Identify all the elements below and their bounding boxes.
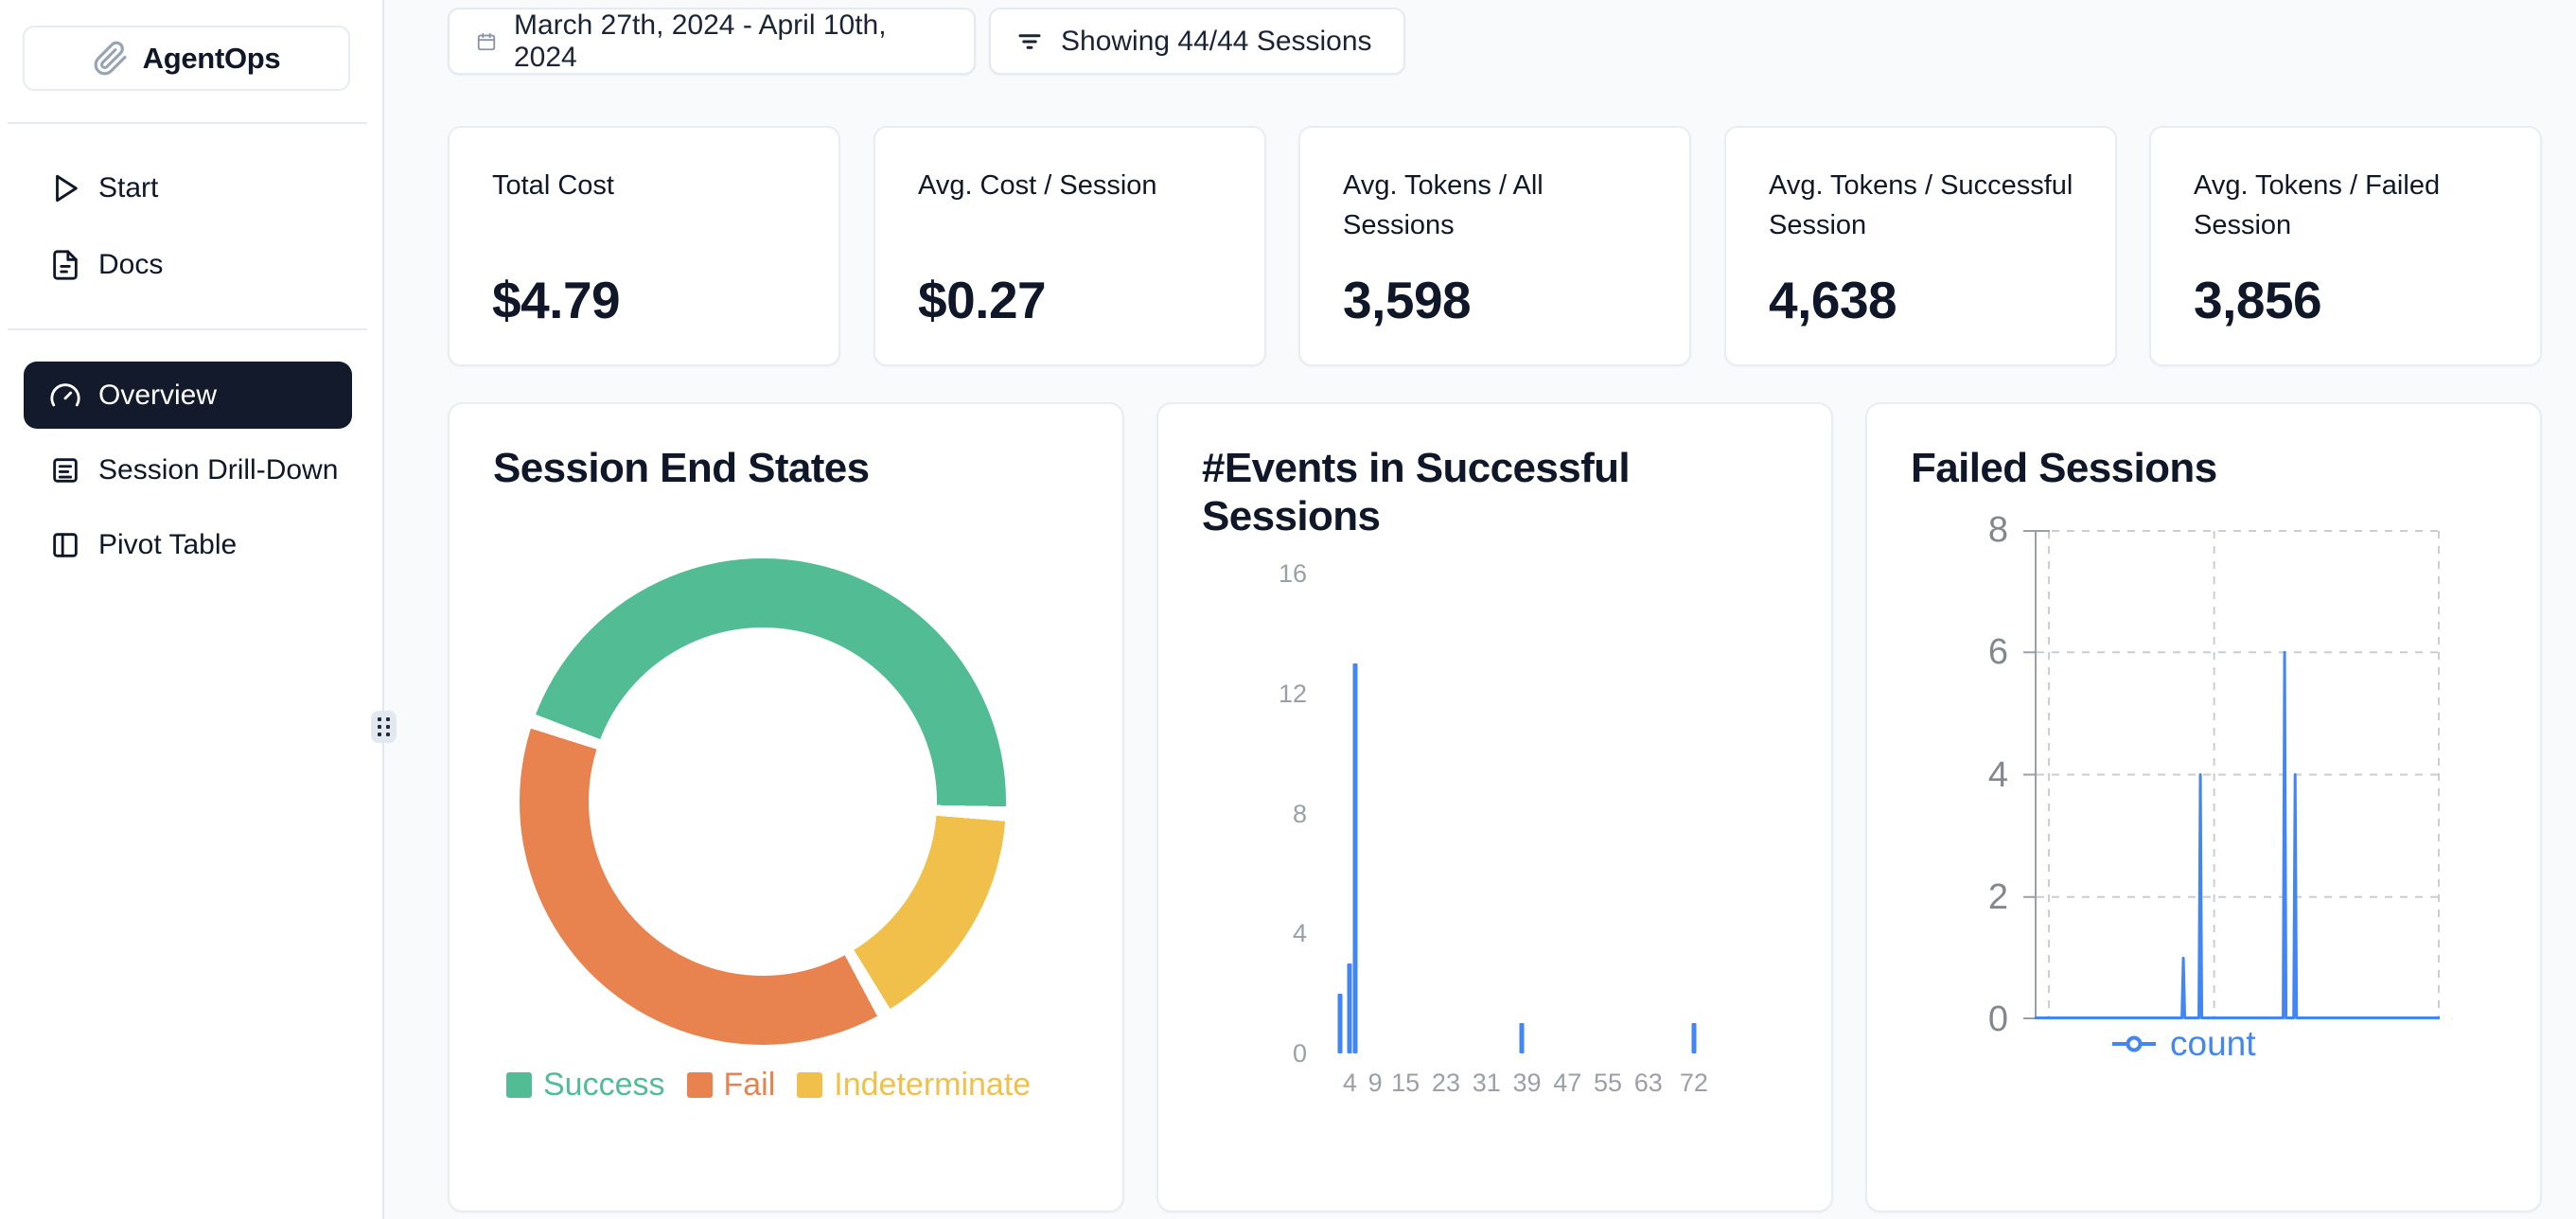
y-axis-tick-label: 2 bbox=[1987, 876, 2008, 917]
sidebar-item-pivot-table[interactable]: Pivot Table bbox=[24, 518, 352, 573]
stat-card-total-cost: Total Cost $4.79 bbox=[448, 126, 840, 366]
failed-sessions-line-plot[interactable]: 0 2 4 6 8 bbox=[1988, 510, 2440, 1039]
sidebar-item-label: Overview bbox=[98, 379, 218, 411]
stat-label: Avg. Tokens / All Sessions bbox=[1343, 170, 1544, 241]
x-axis-tick-label: 63 bbox=[1633, 1069, 1663, 1097]
session-end-states-donut[interactable] bbox=[520, 558, 1006, 1045]
legend-swatch bbox=[797, 1072, 823, 1098]
legend-label: Fail bbox=[723, 1067, 776, 1103]
x-axis-tick-label: 39 bbox=[1512, 1069, 1542, 1097]
x-axis-tick-label: 55 bbox=[1594, 1069, 1623, 1097]
x-axis-tick-label: 31 bbox=[1472, 1069, 1501, 1097]
bar bbox=[1519, 1023, 1525, 1053]
events-bar-plot[interactable]: 0 4 8 12 16 4 9 15 23 31 39 47 55 63 72 bbox=[1279, 559, 1724, 1097]
legend-swatch bbox=[506, 1072, 532, 1098]
sidebar-resize-handle[interactable] bbox=[371, 711, 397, 743]
date-range-picker[interactable]: March 27th, 2024 - April 10th, 2024 bbox=[448, 8, 976, 75]
sidebar-item-label: Start bbox=[98, 172, 159, 203]
chart-title: #Events in Successful Sessions bbox=[1202, 445, 1631, 540]
bar bbox=[1337, 993, 1343, 1053]
legend-label: count bbox=[2170, 1024, 2256, 1063]
stat-card-avg-tokens-all: Avg. Tokens / All Sessions 3,598 bbox=[1298, 126, 1691, 366]
stat-value: $0.27 bbox=[918, 271, 1047, 329]
sidebar: AgentOps Start Docs Overview Session Dri… bbox=[0, 0, 384, 1219]
file-lines-icon bbox=[53, 458, 78, 483]
paperclip-icon bbox=[93, 41, 129, 77]
y-axis-tick-label: 4 bbox=[1292, 919, 1307, 948]
sidebar-item-label: Pivot Table bbox=[98, 529, 238, 560]
stat-value: 4,638 bbox=[1769, 271, 1897, 329]
filter-lines-icon bbox=[1015, 27, 1044, 56]
stat-value: $4.79 bbox=[492, 271, 621, 329]
date-range-label: March 27th, 2024 - April 10th, 2024 bbox=[514, 9, 887, 73]
sidebar-divider bbox=[8, 122, 367, 124]
donut-legend: Success Fail Indeterminate bbox=[506, 1067, 1031, 1104]
bar bbox=[1352, 663, 1358, 1053]
sidebar-item-label: Docs bbox=[98, 249, 164, 280]
x-axis-tick-label: 9 bbox=[1367, 1069, 1383, 1097]
y-axis-tick-label: 12 bbox=[1278, 679, 1307, 708]
stat-value: 3,856 bbox=[2194, 271, 2322, 329]
x-axis-tick-label: 47 bbox=[1553, 1069, 1582, 1097]
file-icon bbox=[53, 250, 78, 280]
play-icon bbox=[56, 174, 78, 203]
line-marker-icon bbox=[2112, 1035, 2156, 1052]
legend-label: Success bbox=[543, 1067, 665, 1103]
stat-value: 3,598 bbox=[1343, 271, 1472, 329]
y-axis-tick-label: 16 bbox=[1278, 559, 1307, 588]
sidebar-item-docs[interactable]: Docs bbox=[24, 238, 352, 292]
chart-title: Session End States bbox=[493, 445, 870, 491]
y-axis-tick-label: 4 bbox=[1987, 754, 2008, 795]
legend-item-success[interactable]: Success bbox=[506, 1067, 665, 1104]
x-axis-tick-label: 23 bbox=[1431, 1069, 1460, 1097]
layout-columns-icon bbox=[53, 533, 78, 557]
x-axis-tick-label: 72 bbox=[1679, 1069, 1708, 1097]
chart-card-session-end-states: Session End States Success Fail Indetermin… bbox=[448, 402, 1124, 1212]
legend-item-indeterminate[interactable]: Indeterminate bbox=[797, 1067, 1031, 1104]
legend-item-fail[interactable]: Fail bbox=[686, 1067, 776, 1104]
sidebar-item-overview[interactable]: Overview bbox=[24, 362, 352, 429]
stat-label: Avg. Tokens / Successful Session bbox=[1769, 170, 2073, 241]
stat-card-avg-cost-session: Avg. Cost / Session $0.27 bbox=[873, 126, 1266, 366]
logo[interactable]: AgentOps bbox=[23, 26, 350, 91]
calendar-icon bbox=[476, 31, 497, 52]
filter-label: Showing 44/44 Sessions bbox=[1061, 25, 1372, 57]
stat-card-avg-tokens-successful: Avg. Tokens / Successful Session 4,638 bbox=[1724, 126, 2117, 366]
sessions-filter-button[interactable]: Showing 44/44 Sessions bbox=[989, 8, 1405, 75]
sidebar-item-start[interactable]: Start bbox=[24, 161, 352, 216]
sidebar-item-session-drill-down[interactable]: Session Drill-Down bbox=[24, 443, 352, 498]
sidebar-item-label: Session Drill-Down bbox=[98, 454, 339, 486]
y-axis-tick-label: 8 bbox=[1292, 799, 1307, 828]
gauge-icon bbox=[50, 382, 80, 406]
chart-title: Failed Sessions bbox=[1911, 445, 2217, 491]
chart-card-events-in-successful-sessions: #Events in Successful Sessions 0 4 8 12 16 4 9… bbox=[1156, 402, 1833, 1212]
legend-label: Indeterminate bbox=[834, 1067, 1032, 1103]
y-axis-tick-label: 8 bbox=[1987, 510, 2008, 550]
y-axis-tick-label: 6 bbox=[1987, 632, 2008, 673]
stat-label: Total Cost bbox=[492, 170, 614, 201]
sidebar-divider bbox=[8, 328, 367, 330]
chart-card-failed-sessions: Failed Sessions 0 2 4 6 8 count bbox=[1865, 402, 2542, 1212]
stat-label: Avg. Tokens / Failed Session bbox=[2194, 170, 2441, 241]
stat-card-avg-tokens-failed: Avg. Tokens / Failed Session 3,856 bbox=[2149, 126, 2542, 366]
legend-swatch bbox=[686, 1072, 713, 1098]
drag-handle-dots-icon bbox=[378, 717, 390, 736]
bar bbox=[1347, 963, 1352, 1053]
count-legend-item[interactable]: count bbox=[2111, 1024, 2256, 1064]
bar bbox=[1691, 1023, 1697, 1053]
x-axis-tick-label: 15 bbox=[1391, 1069, 1420, 1097]
x-axis-tick-label: 4 bbox=[1342, 1069, 1357, 1097]
y-axis-tick-label: 0 bbox=[1987, 999, 2008, 1039]
y-axis-tick-label: 0 bbox=[1292, 1039, 1307, 1068]
stat-label: Avg. Cost / Session bbox=[918, 170, 1157, 201]
logo-text: AgentOps bbox=[142, 41, 281, 75]
